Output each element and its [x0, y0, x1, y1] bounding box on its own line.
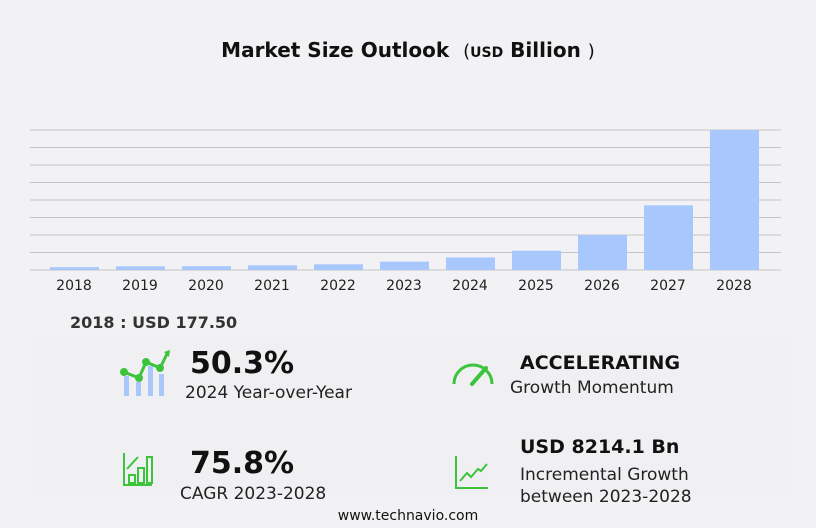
- bar-2028: [710, 130, 759, 270]
- momentum-value: ACCELERATING: [520, 352, 681, 374]
- bar-2022: [314, 264, 363, 270]
- bar-2026: [578, 235, 627, 270]
- chart-title: Market Size Outlook (USD Billion ): [0, 38, 816, 62]
- x-tick-label: 2019: [122, 278, 158, 294]
- title-unit: USD: [470, 45, 504, 61]
- yoy-value: 50.3%: [190, 346, 295, 381]
- incremental-value: USD 8214.1 Bn: [520, 436, 680, 458]
- growth-chart-icon: [120, 350, 170, 396]
- bar-2019: [116, 266, 165, 270]
- footer-url: www.technavio.com: [337, 508, 479, 524]
- cagr-bars-icon: [123, 453, 153, 486]
- x-tick-label: 2028: [716, 278, 752, 294]
- bar-2025: [512, 250, 561, 270]
- yoy-label: 2024 Year-over-Year: [185, 383, 352, 403]
- x-tick-label: 2023: [386, 278, 422, 294]
- title-unit2: Billion: [510, 38, 581, 62]
- x-tick-label: 2021: [254, 278, 290, 294]
- x-tick-label: 2025: [518, 278, 554, 294]
- momentum-label: Growth Momentum: [510, 378, 674, 398]
- x-tick-label: 2018: [56, 278, 92, 294]
- x-tick-label: 2024: [452, 278, 488, 294]
- base-year-label: 2018 : USD 177.50: [70, 313, 238, 332]
- bar-2021: [248, 265, 297, 270]
- bar-2020: [182, 266, 231, 270]
- x-tick-label: 2022: [320, 278, 356, 294]
- incremental-period: between 2023-2028: [520, 487, 692, 507]
- incremental-label: Incremental Growth: [520, 465, 689, 485]
- cagr-value: 75.8%: [190, 446, 295, 481]
- title-text: Market Size Outlook: [221, 38, 450, 62]
- bar-2027: [644, 205, 693, 270]
- cagr-label: CAGR 2023-2028: [180, 484, 327, 504]
- bar-chart: 2018 2019 2020 2021 2022 2023 2024 2025 2026 2027…: [30, 129, 781, 294]
- speedometer-icon: [452, 363, 494, 386]
- title-paren: (: [463, 41, 471, 62]
- bar-2018: [50, 267, 99, 270]
- x-tick-label: 2026: [584, 278, 620, 294]
- stats-panel: [32, 335, 792, 495]
- x-tick-label: 2027: [650, 278, 686, 294]
- x-tick-label: 2020: [188, 278, 224, 294]
- bar-2024: [446, 257, 495, 270]
- incremental-growth-icon: [455, 456, 488, 489]
- title-paren-close: ): [587, 41, 595, 62]
- bar-2023: [380, 261, 429, 270]
